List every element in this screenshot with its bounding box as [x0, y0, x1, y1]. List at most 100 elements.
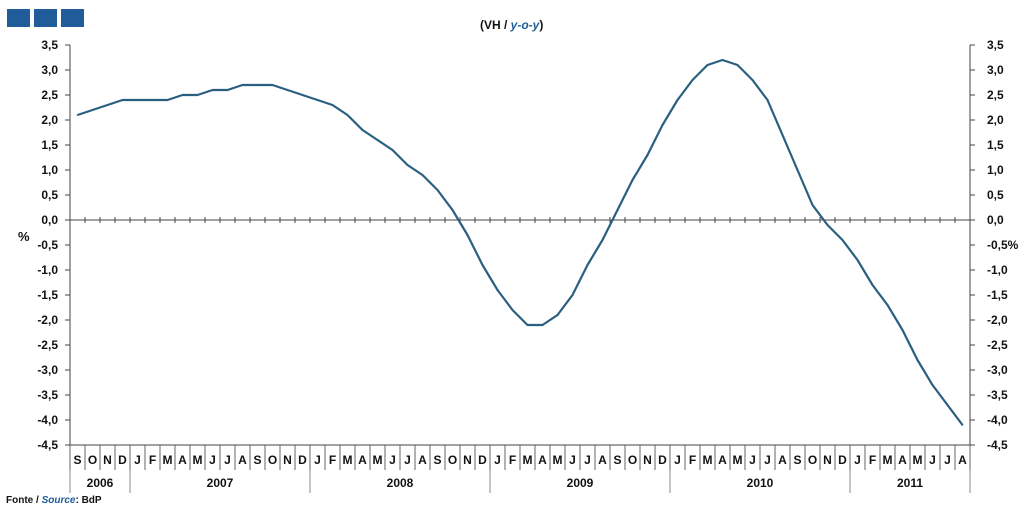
data-point: [106, 104, 109, 106]
month-label: J: [584, 453, 591, 467]
data-point: [151, 99, 154, 101]
month-label: M: [553, 453, 563, 467]
header-decor-block-3: [61, 9, 84, 27]
month-label: O: [628, 453, 637, 467]
data-point: [76, 114, 79, 116]
y-tick-label-left: -3,5: [37, 388, 58, 402]
month-label: A: [538, 453, 547, 467]
month-label: A: [598, 453, 607, 467]
data-point: [496, 289, 499, 291]
y-tick-label-right: 1,5: [987, 138, 1004, 152]
y-tick-label-left: -4,5: [37, 438, 58, 452]
month-label: F: [149, 453, 156, 467]
month-label: A: [178, 453, 187, 467]
data-point: [616, 209, 619, 211]
data-point: [481, 264, 484, 266]
y-tick-label-left: 0,5: [41, 188, 58, 202]
month-label: J: [134, 453, 141, 467]
month-label: S: [793, 453, 801, 467]
month-label: O: [88, 453, 97, 467]
data-point: [676, 99, 679, 101]
y-tick-label-left: -2,0: [37, 313, 58, 327]
data-point: [931, 384, 934, 386]
data-point: [166, 99, 169, 101]
data-point: [331, 104, 334, 106]
data-point: [751, 79, 754, 81]
month-label: M: [913, 453, 923, 467]
data-point: [871, 284, 874, 286]
data-point: [556, 314, 559, 316]
month-label: D: [298, 453, 307, 467]
data-point: [646, 154, 649, 156]
data-point: [541, 324, 544, 326]
data-point: [721, 59, 724, 61]
month-label: F: [509, 453, 516, 467]
data-point: [841, 239, 844, 241]
data-point: [391, 149, 394, 151]
month-label: A: [778, 453, 787, 467]
data-point: [361, 129, 364, 131]
data-point: [781, 134, 784, 136]
y-tick-label-right: 3,5: [987, 38, 1004, 52]
data-point: [811, 204, 814, 206]
month-label: J: [854, 453, 861, 467]
month-label: M: [343, 453, 353, 467]
y-tick-label-left: -1,0: [37, 263, 58, 277]
y-tick-label-left: 0,0: [41, 213, 58, 227]
month-label: S: [613, 453, 621, 467]
data-point: [736, 64, 739, 66]
month-label: N: [823, 453, 832, 467]
month-label: A: [418, 453, 427, 467]
data-point: [286, 89, 289, 91]
y-tick-label-right: 1,0: [987, 163, 1004, 177]
year-label: 2009: [567, 476, 594, 490]
data-point: [526, 324, 529, 326]
y-tick-label-right: 2,0: [987, 113, 1004, 127]
month-label: N: [463, 453, 472, 467]
y-tick-label-left: -1,5: [37, 288, 58, 302]
month-label: M: [373, 453, 383, 467]
month-label: A: [958, 453, 967, 467]
y-tick-label-left: -3,0: [37, 363, 58, 377]
year-label: 2011: [897, 476, 923, 490]
data-point: [406, 164, 409, 166]
data-point: [301, 94, 304, 96]
month-label: F: [329, 453, 336, 467]
data-point: [451, 209, 454, 211]
series-layer: [76, 58, 964, 426]
y-tick-label-left: 3,0: [41, 63, 58, 77]
data-point: [376, 139, 379, 141]
month-label: M: [733, 453, 743, 467]
y-tick-label-left: 2,5: [41, 88, 58, 102]
month-label: D: [658, 453, 667, 467]
chart-title: (VH / y-o-y): [480, 18, 544, 32]
data-point: [826, 224, 829, 226]
month-label: S: [253, 453, 261, 467]
month-label: D: [478, 453, 487, 467]
y-tick-label-left: -0,5: [37, 238, 58, 252]
data-point: [196, 94, 199, 96]
year-label: 2010: [747, 476, 774, 490]
series-line: [77, 58, 964, 426]
y-tick-label-right: -4,0: [987, 413, 1008, 427]
month-label: D: [838, 453, 847, 467]
data-point: [226, 89, 229, 91]
month-label: M: [193, 453, 203, 467]
data-point: [706, 64, 709, 66]
data-point: [421, 174, 424, 176]
y-tick-label-left: 1,0: [41, 163, 58, 177]
source-note: Fonte / Source: BdP: [6, 495, 102, 506]
data-point: [211, 89, 214, 91]
data-point: [916, 359, 919, 361]
data-point: [346, 114, 349, 116]
y-tick-label-right: -2,0: [987, 313, 1008, 327]
data-point: [901, 329, 904, 331]
month-label: D: [118, 453, 127, 467]
year-label: 2008: [387, 476, 414, 490]
month-label: J: [224, 453, 231, 467]
month-label: J: [749, 453, 756, 467]
data-point: [601, 239, 604, 241]
month-label: M: [523, 453, 533, 467]
year-axis: 2006 2007 2008 2009 2010 2011: [69, 470, 971, 493]
data-point: [511, 309, 514, 311]
